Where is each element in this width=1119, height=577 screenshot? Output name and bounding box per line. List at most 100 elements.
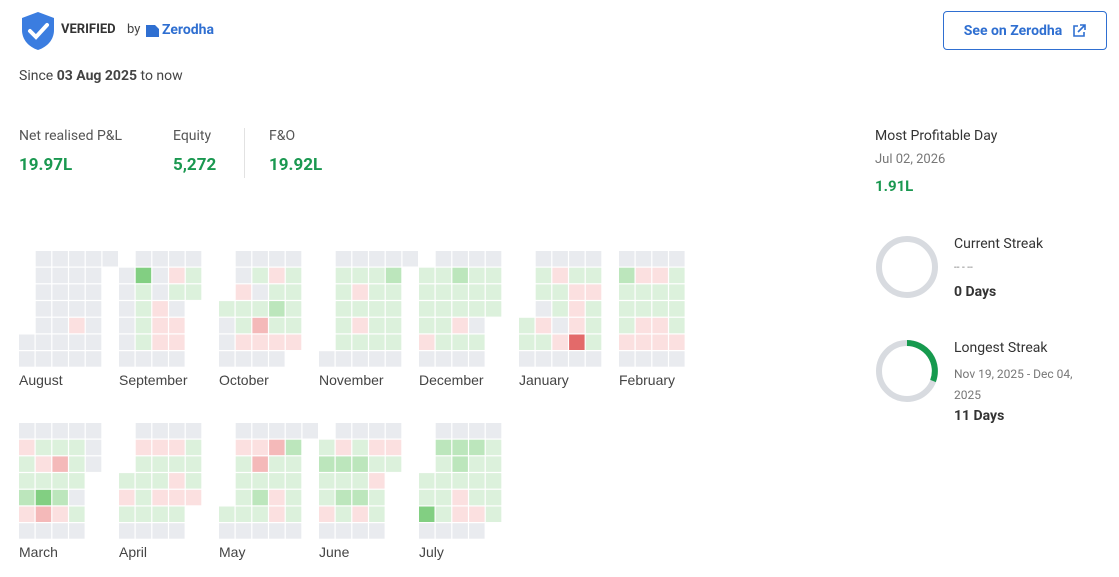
day-cell	[52, 334, 68, 350]
day-cell	[252, 473, 268, 489]
day-cell	[185, 423, 202, 439]
day-cell	[302, 423, 318, 439]
day-cell	[419, 489, 435, 506]
day-cell	[85, 456, 102, 472]
day-cell	[385, 251, 402, 267]
day-cell	[619, 351, 635, 367]
day-cell	[269, 473, 285, 489]
day-cell	[335, 456, 352, 472]
day-cell	[352, 284, 368, 300]
day-cell	[35, 267, 52, 284]
day-cell	[652, 267, 668, 284]
day-cell	[335, 523, 352, 539]
button-label[interactable]: See on Zerodha	[963, 22, 1063, 39]
day-cell	[185, 251, 202, 267]
day-cell	[19, 523, 35, 539]
day-cell	[69, 506, 85, 522]
day-cell	[419, 284, 435, 300]
day-cell	[352, 439, 368, 456]
day-cell	[335, 301, 352, 317]
day-cell	[135, 489, 152, 506]
day-cell	[52, 523, 68, 539]
day-cell	[252, 301, 268, 317]
day-cell	[619, 301, 635, 317]
day-cell	[35, 334, 52, 350]
day-cell	[119, 351, 135, 367]
day-cell	[569, 284, 585, 300]
day-cell	[269, 334, 285, 350]
day-cell	[135, 351, 152, 367]
day-cell	[52, 284, 68, 300]
day-cell	[319, 473, 335, 489]
stat-value: 19.97L	[19, 155, 73, 175]
day-cell	[169, 251, 185, 267]
day-cell	[452, 423, 468, 439]
see-on-zerodha-button[interactable]: See on Zerodha	[943, 11, 1107, 50]
day-cell	[419, 334, 435, 350]
day-cell	[35, 351, 52, 367]
month-label: March	[19, 544, 58, 560]
verified-badge: VERIFIED	[61, 22, 116, 37]
day-cell	[269, 267, 285, 284]
day-cell	[269, 523, 285, 539]
current-streak-label: Current Streak	[954, 236, 1044, 252]
day-cell	[652, 251, 668, 267]
day-cell	[35, 439, 52, 456]
day-cell	[669, 284, 685, 300]
day-cell	[285, 284, 302, 300]
day-cell	[35, 301, 52, 317]
day-cell	[235, 456, 252, 472]
day-cell	[435, 334, 452, 350]
divider	[244, 128, 245, 178]
day-cell	[135, 456, 152, 472]
day-cell	[635, 284, 652, 300]
day-cell	[69, 351, 85, 367]
day-cell	[69, 284, 85, 300]
month-label: February	[619, 372, 675, 388]
stat-value: 19.92L	[269, 155, 323, 175]
day-cell	[35, 489, 52, 506]
day-cell	[652, 317, 668, 334]
day-cell	[219, 301, 235, 317]
day-cell	[485, 439, 502, 456]
day-cell	[369, 456, 385, 472]
day-cell	[285, 489, 302, 506]
day-cell	[435, 284, 452, 300]
broker-logo	[146, 25, 159, 37]
day-cell	[119, 301, 135, 317]
day-cell	[552, 317, 568, 334]
day-cell	[35, 473, 52, 489]
day-cell	[619, 317, 635, 334]
month-label: May	[219, 544, 245, 560]
day-cell	[285, 456, 302, 472]
month-label: January	[519, 372, 569, 388]
day-cell	[535, 284, 552, 300]
day-cell	[452, 489, 468, 506]
by-text: by	[127, 22, 141, 37]
day-cell	[452, 456, 468, 472]
day-cell	[35, 317, 52, 334]
month-label: October	[219, 372, 269, 388]
day-cell	[469, 334, 485, 350]
day-cell	[435, 506, 452, 522]
day-cell	[485, 423, 502, 439]
day-cell	[69, 423, 85, 439]
day-cell	[169, 456, 185, 472]
day-cell	[85, 251, 102, 267]
day-cell	[235, 506, 252, 522]
day-cell	[652, 334, 668, 350]
day-cell	[319, 456, 335, 472]
day-cell	[335, 439, 352, 456]
day-cell	[152, 456, 168, 472]
since-suffix: to now	[140, 68, 183, 84]
day-cell	[569, 351, 585, 367]
day-cell	[85, 423, 102, 439]
day-cell	[385, 439, 402, 456]
day-cell	[352, 523, 368, 539]
day-cell	[419, 523, 435, 539]
day-cell	[419, 506, 435, 522]
day-cell	[369, 267, 385, 284]
day-cell	[319, 523, 335, 539]
day-cell	[19, 456, 35, 472]
